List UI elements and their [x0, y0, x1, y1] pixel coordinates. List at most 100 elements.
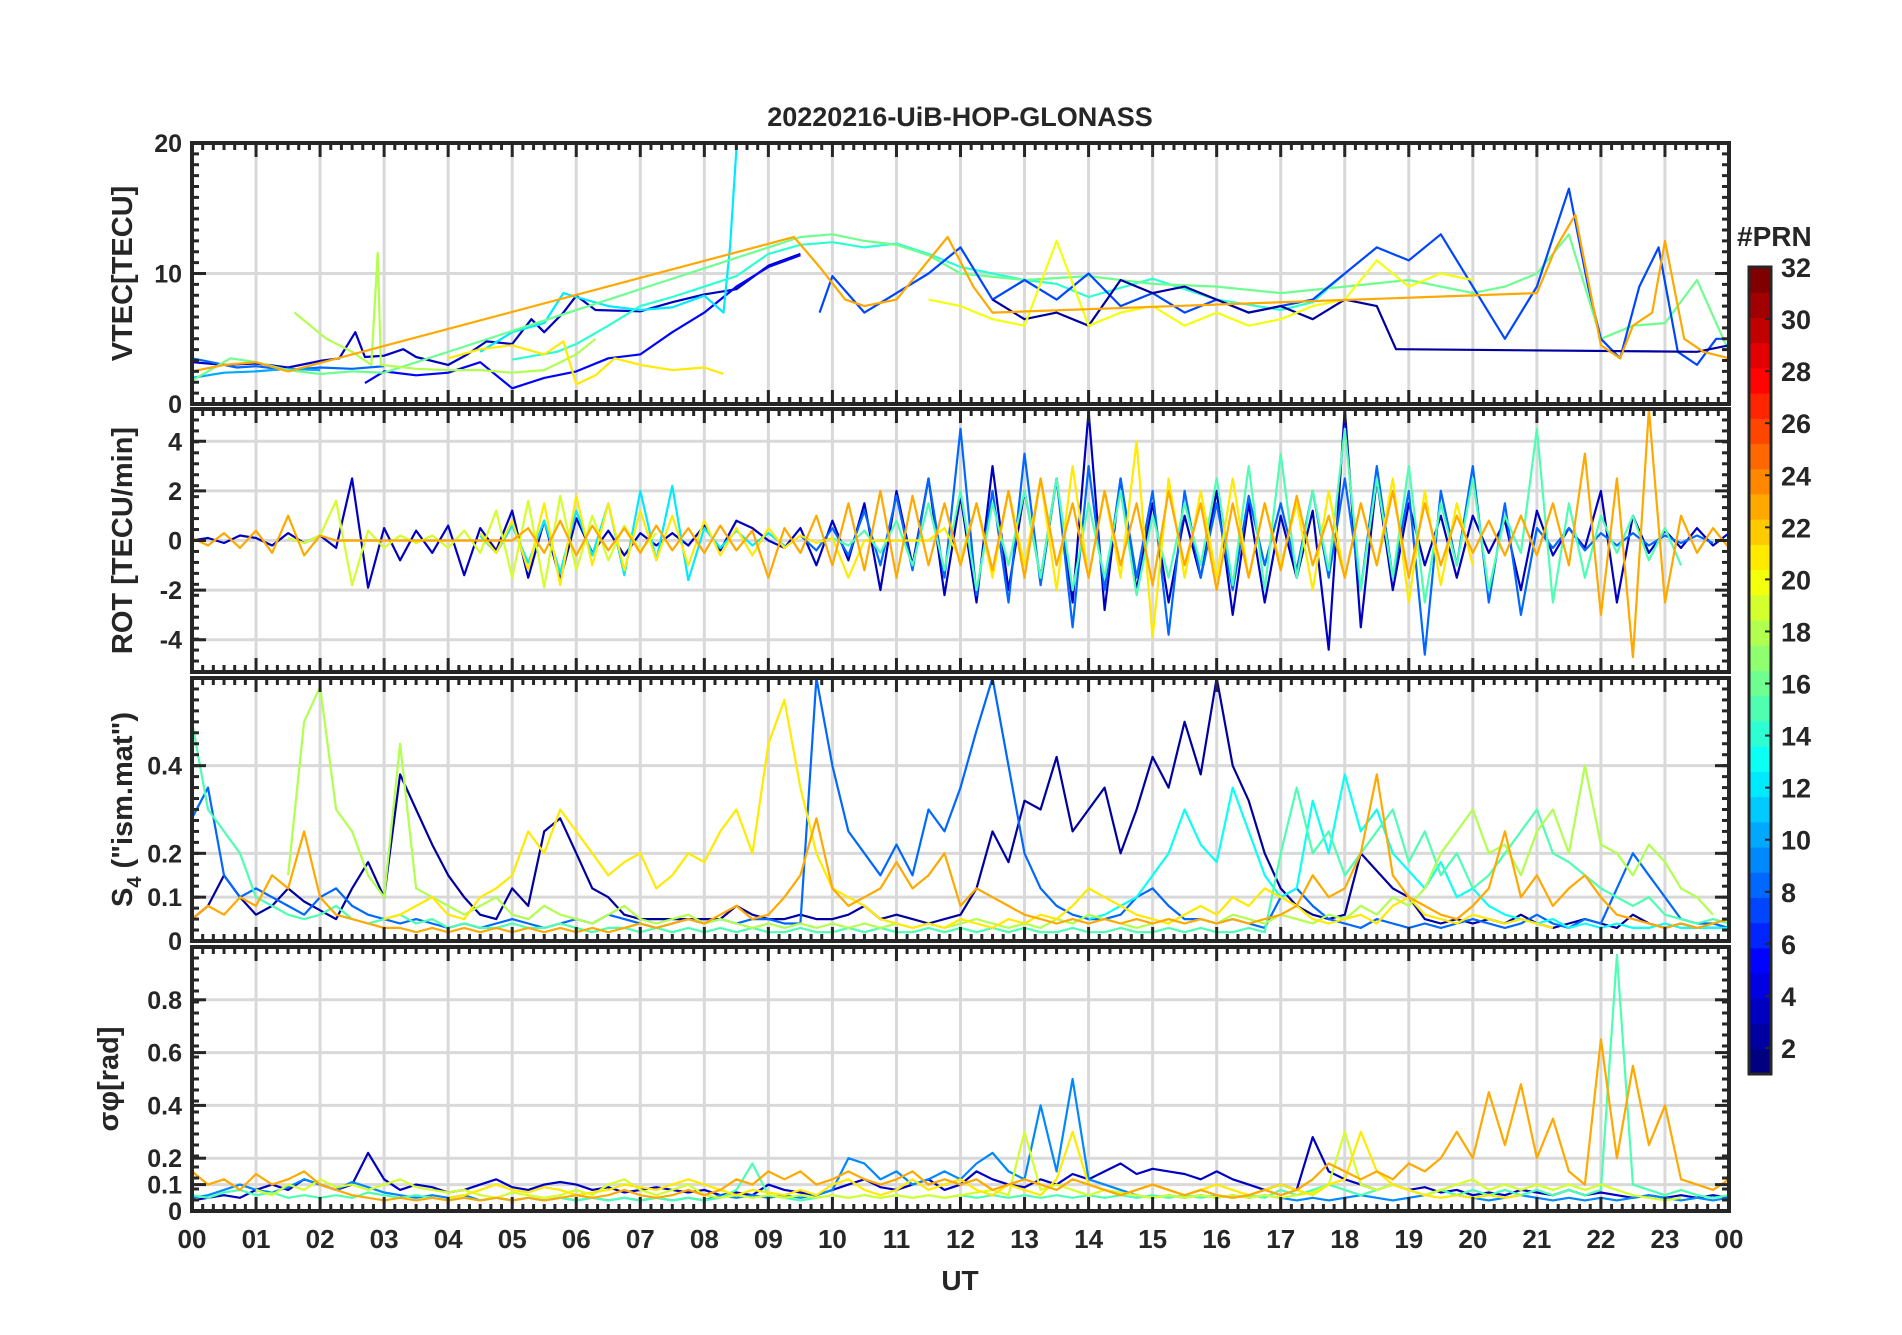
colorbar-band	[1749, 695, 1771, 722]
x-tick-label: 13	[1010, 1224, 1039, 1254]
y-axis-label: VTEC[TECU]	[107, 186, 139, 362]
colorbar-band	[1749, 620, 1771, 646]
colorbar-band	[1749, 746, 1771, 772]
colorbar-band	[1749, 897, 1771, 924]
y-label-sub: 4	[124, 876, 146, 888]
series-prn-8	[192, 357, 385, 372]
y-tick-label: -4	[160, 627, 182, 655]
series-prn-3	[192, 252, 801, 369]
x-tick-label: 04	[434, 1224, 463, 1254]
x-tick-label: 21	[1522, 1224, 1551, 1254]
colorbar-band	[1749, 771, 1771, 798]
y-tick-label: 2	[168, 478, 182, 506]
panel-vtec: 0 10 20 VTEC[TECU]	[107, 130, 1731, 419]
x-tick-label: 10	[818, 1224, 847, 1254]
y-axis-label-sigma-phi: σφ[rad]	[93, 1026, 125, 1131]
series-prn-16	[192, 233, 1729, 382]
x-tick-label: 23	[1650, 1224, 1679, 1254]
y-tick-label: 0	[168, 928, 182, 956]
y-label-rest: ("ism.mat")	[107, 712, 139, 876]
colorbar-tick-label: 12	[1781, 774, 1811, 804]
x-tick-label: 15	[1138, 1224, 1167, 1254]
series-prn-2	[991, 278, 1729, 353]
colorbar-tick-label: 2	[1781, 1034, 1796, 1064]
colorbar-band	[1749, 493, 1771, 520]
y-axis-label: ROT [TECU/min]	[107, 427, 139, 654]
y-tick-label: 0.4	[147, 1092, 182, 1120]
colorbar-band	[1749, 519, 1771, 545]
colorbar-band	[1749, 821, 1771, 848]
colorbar-band	[1749, 393, 1771, 419]
colorbar-tick-label: 14	[1781, 722, 1811, 752]
x-tick-label: 01	[242, 1224, 271, 1254]
y-label-main: S	[107, 888, 139, 907]
colorbar-band	[1749, 645, 1771, 671]
y-tick-label: 0.2	[147, 1145, 182, 1173]
y-tick-label: -2	[160, 577, 182, 605]
series-prn-21	[383, 698, 1554, 930]
colorbar-tick-label: 16	[1781, 670, 1811, 700]
x-tick-label: 07	[626, 1224, 655, 1254]
x-tick-label: 11	[883, 1224, 911, 1254]
x-tick-label: 03	[370, 1224, 399, 1254]
series-prn-18	[293, 251, 597, 374]
colorbar-label: #PRN	[1737, 221, 1812, 252]
colorbar-tick-label: 10	[1781, 826, 1811, 856]
panel-sigma_phi: 00.10.2 0.4 0.6 0.8 σφ[rad]	[93, 945, 1731, 1226]
panel-rot: -4 -2 0 2 4 ROT [TECU/min]	[107, 407, 1731, 674]
y-tick-label: 0.8	[147, 987, 182, 1015]
y-tick-label: 0	[168, 391, 182, 419]
x-tick-label: 16	[1202, 1224, 1231, 1254]
colorbar-band	[1749, 317, 1771, 344]
colorbar-band	[1749, 569, 1771, 596]
series-prn-19	[287, 494, 658, 589]
x-tick-label: 00	[1715, 1224, 1744, 1254]
colorbar-tick-label: 4	[1781, 982, 1796, 1012]
series-prn-20	[928, 239, 1474, 327]
colorbar-band	[1749, 342, 1771, 369]
x-tick-label: 08	[690, 1224, 719, 1254]
colorbar-band	[1749, 1048, 1771, 1075]
colorbar-band	[1749, 872, 1771, 898]
colorbar-band	[1749, 468, 1771, 495]
x-tick-label: 18	[1330, 1224, 1359, 1254]
colorbar-band	[1749, 443, 1771, 470]
colorbar-tick-label: 26	[1781, 409, 1811, 439]
y-tick-label: 0.1	[147, 884, 182, 912]
colorbar-band	[1749, 998, 1771, 1025]
y-tick-label: 10	[154, 261, 182, 289]
colorbar-band	[1749, 973, 1771, 999]
series-prn-18	[287, 685, 1714, 930]
colorbar-band	[1749, 292, 1771, 318]
y-tick-label: 0.6	[147, 1040, 182, 1068]
colorbar-band	[1749, 947, 1771, 974]
y-tick-label: 0.2	[147, 840, 182, 868]
series-prn-23	[192, 409, 1729, 659]
x-tick-label: 17	[1266, 1224, 1295, 1254]
series-prn-19	[255, 1130, 1682, 1202]
colorbar-tick-label: 8	[1781, 878, 1796, 908]
chart-title: 20220216-UiB-HOP-GLONASS	[767, 102, 1153, 132]
x-tick-label: 14	[1074, 1224, 1103, 1254]
x-tick-label: 00	[178, 1224, 207, 1254]
y-tick-label: 0	[168, 528, 182, 556]
series-prn-13	[1088, 773, 1729, 930]
x-tick-label: 12	[946, 1224, 975, 1254]
colorbar-tick-label: 24	[1781, 461, 1811, 491]
colorbar-band	[1749, 367, 1771, 394]
series-prn-2	[192, 678, 1729, 930]
y-tick-label: 0.4	[147, 753, 182, 781]
colorbar-frame	[1747, 265, 1773, 1076]
series-prn-23	[192, 213, 1729, 373]
series-prn-7	[818, 187, 1729, 366]
series-prn-14	[512, 241, 1346, 361]
series-group	[192, 149, 1729, 390]
y-tick-label: 0	[168, 1198, 182, 1226]
colorbar-tick-label: 20	[1781, 565, 1811, 595]
y-tick-label: 20	[154, 130, 182, 158]
colorbar-tick-label: 6	[1781, 930, 1796, 960]
colorbar-tick-label: 18	[1781, 617, 1811, 647]
series-prn-15	[831, 427, 1683, 604]
